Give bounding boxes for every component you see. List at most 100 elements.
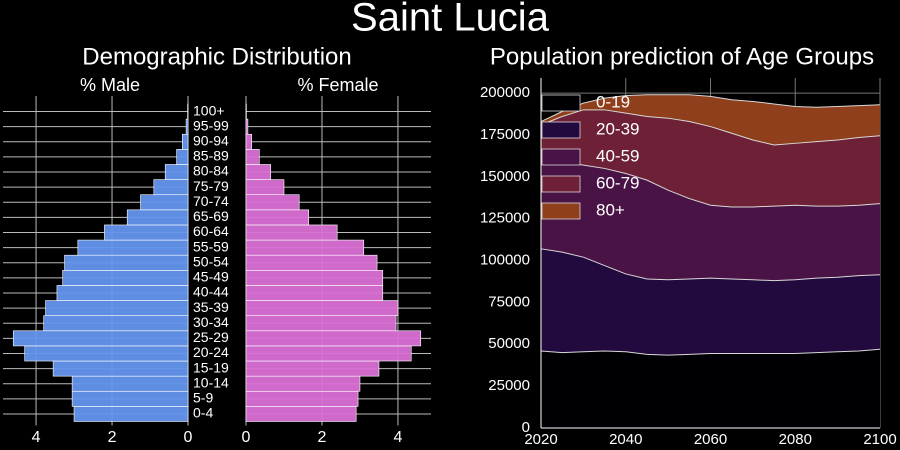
bar [104,224,189,241]
bar [77,239,189,256]
legend-label: 40-59 [596,146,639,165]
y-tick-label: 100000 [480,252,530,269]
bar [153,179,189,196]
x-tick-label: 2100 [863,431,896,448]
legend-label: 80+ [596,200,625,219]
y-tick-label: 150000 [480,168,530,185]
x-tick-label: 2 [108,429,117,446]
y-tick-label: 25-29 [193,329,229,345]
area-edge [541,161,881,208]
bar [245,390,359,407]
y-tick-label: 75-79 [193,178,229,194]
y-tick-label: 80-84 [193,163,229,179]
y-tick-label: 85-89 [193,148,229,164]
bar [182,133,189,150]
bar [245,194,300,211]
y-tick-label: 70-74 [193,193,229,209]
bar [245,149,260,165]
bar [140,194,189,211]
y-tick-label: 0-4 [193,405,213,421]
area-edge [540,94,881,122]
bar [12,330,189,347]
y-tick-label: 50000 [488,335,530,352]
area-edge [540,109,881,146]
area-edge [540,348,881,356]
area [541,94,880,145]
area [541,109,880,207]
bar [185,118,189,135]
y-tick-label: 20-24 [193,344,229,360]
y-tick-label: 75000 [488,293,530,310]
y-tick-label: 45-49 [193,269,229,285]
bar [71,390,189,407]
bar [126,209,189,226]
y-tick-label: 125000 [480,210,530,227]
x-tick-label: 2040 [609,431,642,448]
x-tick-label: 4 [393,429,402,446]
x-tick-label: 2080 [779,431,812,448]
y-tick-label: 90-94 [193,133,229,149]
bar [245,300,399,316]
y-tick-label: 100+ [193,102,225,118]
bar [43,315,189,332]
bar [245,360,380,377]
bar [245,330,422,347]
bar [71,375,189,392]
bar [176,149,189,165]
x-tick-label: 2 [318,429,327,446]
bar [164,164,189,180]
y-tick-label: 0 [522,419,530,436]
figure-title: Saint Lucia [351,0,550,40]
bar [245,315,397,332]
area [541,349,880,428]
bar [245,345,412,362]
y-tick-label: 10-14 [193,374,229,390]
y-tick-label: 35-39 [193,299,229,315]
bar [62,270,189,286]
bar [45,300,189,316]
chart-title: Population prediction of Age Groups [490,43,874,70]
y-tick-label: 95-99 [193,117,229,133]
bar [245,164,271,180]
y-tick-label: 200000 [480,84,530,101]
area [541,248,880,356]
legend-swatch [541,94,581,112]
y-tick-label: 60-64 [193,223,229,239]
x-tick-label: 0 [184,429,193,446]
bar [245,239,365,256]
y-tick-label: 55-59 [193,238,229,254]
y-tick-label: 25000 [488,377,530,394]
y-tick-label: 50-54 [193,253,229,269]
y-tick-label: 5-9 [193,390,213,406]
bar [56,285,189,301]
bar [245,118,249,135]
x-tick-label: 2020 [524,431,557,448]
panel-title: % Female [297,75,378,95]
legend-label: 0-19 [596,92,630,111]
y-tick-label: 30-34 [193,314,229,330]
legend-swatch [541,148,581,166]
area-edge [540,248,881,282]
bar [245,254,378,271]
bar [245,406,357,422]
area [541,161,880,281]
bar [245,133,252,150]
y-tick-label: 40-44 [193,284,229,300]
legend-label: 20-39 [596,119,639,138]
bar [73,406,189,422]
chart-title: Demographic Distribution [82,43,351,70]
legend-swatch [541,121,581,139]
bar [245,270,384,286]
bar [64,254,189,271]
panel-title: % Male [80,75,140,95]
bar [52,360,189,377]
x-tick-label: 2060 [694,431,727,448]
bar [245,224,338,241]
x-tick-label: 0 [242,429,251,446]
x-tick-label: 4 [32,429,41,446]
bar [245,375,361,392]
bar [245,285,384,301]
bar [245,179,285,196]
